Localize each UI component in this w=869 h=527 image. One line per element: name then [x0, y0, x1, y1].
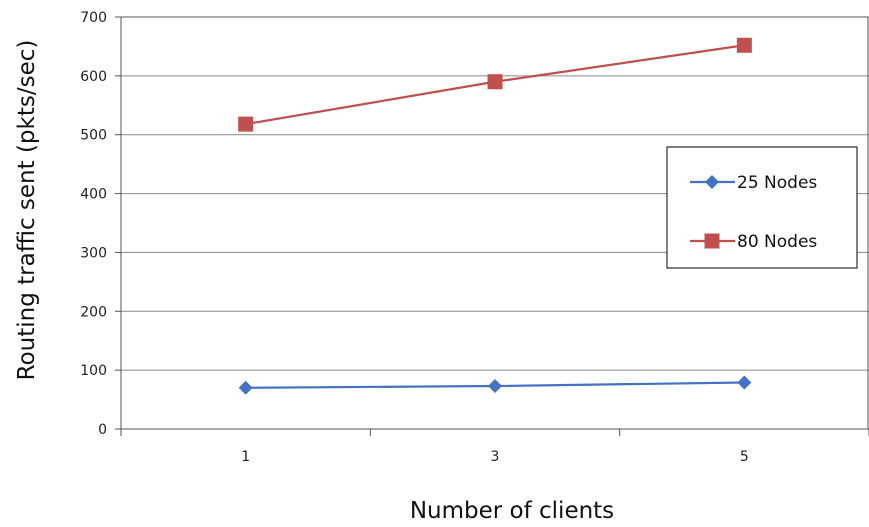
x-tick-labels: 1 3 5	[241, 449, 749, 465]
y-tick-label-6: 600	[80, 69, 107, 85]
series-0-point-0	[238, 380, 253, 395]
series-1-point-2	[736, 37, 752, 53]
y-tick-labels: 0 100 200 300 400 500 600 700	[80, 10, 107, 438]
x-axis-title: Number of clients	[410, 498, 614, 524]
y-tick-label-0: 0	[98, 422, 107, 438]
legend-marker-1	[704, 233, 720, 249]
y-tick-label-7: 700	[80, 10, 107, 26]
series-1-point-0	[238, 116, 254, 132]
series-0-point-1	[488, 379, 502, 394]
y-tick-label-1: 100	[80, 363, 107, 379]
x-tick-label-0: 1	[241, 449, 250, 465]
legend-box	[666, 146, 858, 269]
legend: 25 Nodes 80 Nodes	[666, 146, 858, 269]
series-1-point-1	[487, 74, 503, 90]
x-tick-label-1: 3	[491, 449, 500, 465]
y-axis-title: Routing traffic sent (pkts/sec)	[14, 40, 40, 381]
y-tick-label-4: 400	[80, 187, 107, 203]
y-tick-label-3: 300	[80, 245, 107, 261]
legend-marker-0	[705, 175, 719, 189]
series-markers	[238, 37, 752, 395]
legend-label-0: 25 Nodes	[737, 173, 817, 193]
y-tick-label-5: 500	[80, 128, 107, 144]
y-tick-label-2: 200	[80, 304, 107, 320]
series-0-point-2	[737, 375, 752, 390]
x-tick-label-2: 5	[740, 449, 749, 465]
legend-label-1: 80 Nodes	[737, 232, 817, 252]
axes	[115, 16, 869, 436]
